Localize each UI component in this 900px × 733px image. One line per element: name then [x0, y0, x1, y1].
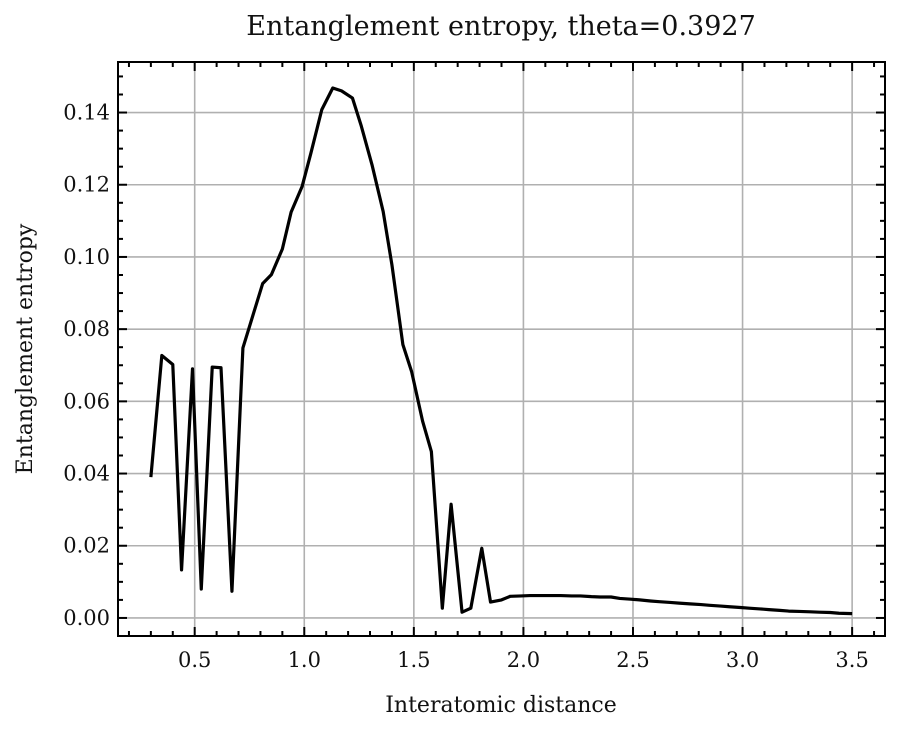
plot-frame: [117, 61, 886, 637]
series-layer: [149, 86, 853, 616]
x-tick-label: 2.0: [507, 648, 540, 672]
series-line: [149, 86, 853, 616]
x-tick-label: 0.5: [178, 648, 211, 672]
y-tick-label: 0.04: [63, 462, 110, 486]
x-axis-label: Interatomic distance: [385, 693, 617, 718]
x-tick-label: 1.0: [288, 648, 321, 672]
y-tick-label: 0.08: [63, 317, 110, 341]
x-tick-label: 1.5: [397, 648, 430, 672]
y-tick-label: 0.06: [63, 389, 110, 413]
y-tick-label: 0.10: [63, 245, 110, 269]
grid-lines: [118, 62, 885, 636]
tick-labels: 0.5 1.0 1.5 2.0 2.5 3.0 3.5 0.00 0.02 0.04 0.06 0.0…: [63, 101, 869, 672]
y-tick-label: 0.14: [63, 101, 110, 125]
x-tick-label: 2.5: [616, 648, 649, 672]
y-axis-label: Entanglement entropy: [13, 223, 38, 474]
y-tick-label: 0.00: [63, 606, 110, 630]
y-tick-label: 0.12: [63, 173, 110, 197]
y-tick-label: 0.02: [63, 534, 110, 558]
x-tick-label: 3.0: [726, 648, 759, 672]
chart-title: Entanglement entropy, theta=0.3927: [246, 11, 756, 42]
x-tick-label: 3.5: [835, 648, 868, 672]
